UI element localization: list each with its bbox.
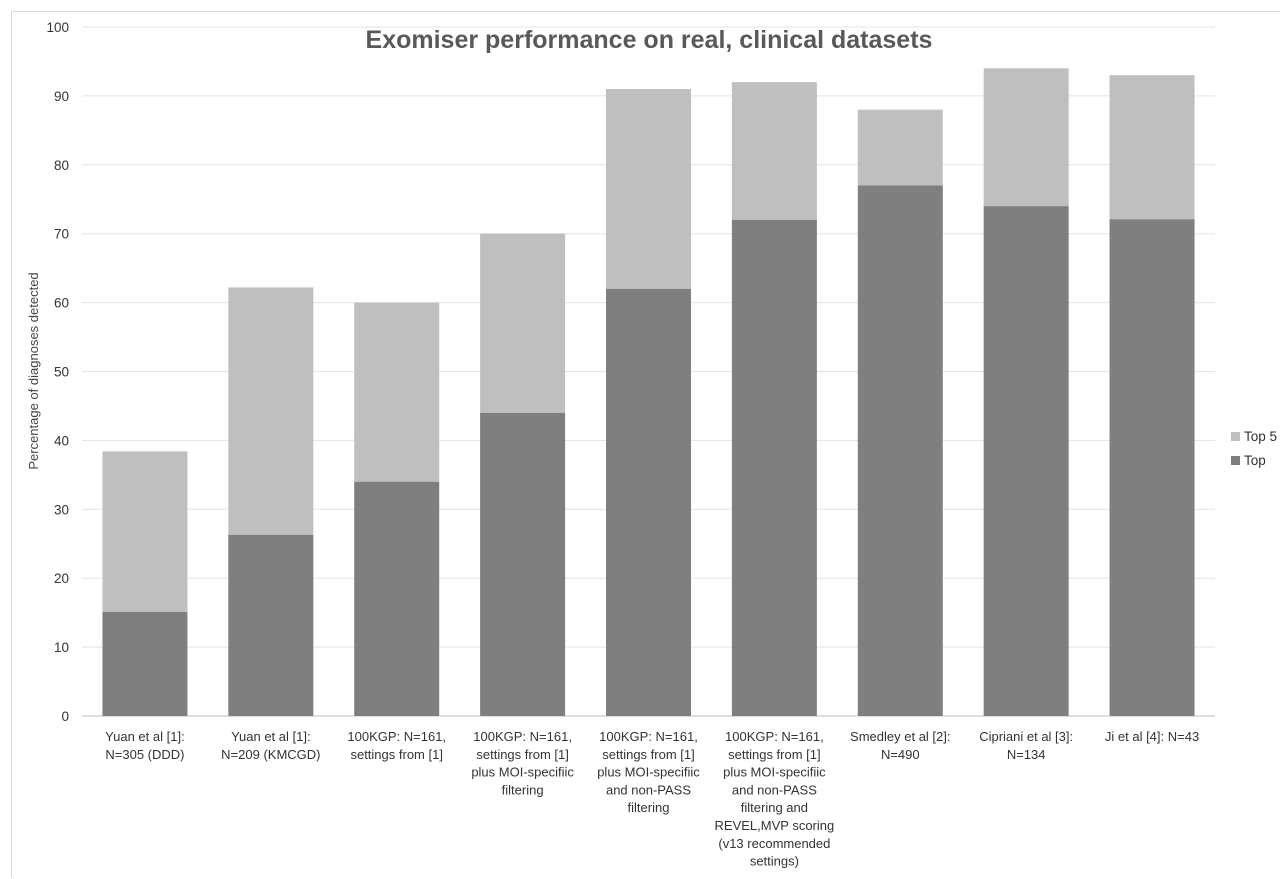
x-category-label: settings from [1] [350,747,442,762]
x-category-label: (v13 recommended [718,836,830,851]
bar-top-segment [102,611,188,716]
bar-top-segment [606,288,691,716]
bar-top-segment [480,412,566,716]
y-tick-label: 40 [54,433,69,448]
chart-title: Exomiser performance on real, clinical d… [366,26,933,54]
x-category-label: settings from [1] [728,747,820,762]
y-tick-label: 60 [54,296,69,311]
chart-frame [11,11,1280,878]
bar-top5-segment [228,287,314,535]
bar-top5-segment [102,451,188,612]
bar-top5-segment [731,82,817,220]
x-category-label: 100KGP: N=161, [473,729,572,744]
x-category-label: filtering [628,800,670,815]
x-category-label: plus MOI-specifiic [597,765,700,780]
y-tick-label: 90 [54,89,69,104]
x-category-label: settings) [750,854,799,869]
x-category-label: 100KGP: N=161, [347,729,446,744]
y-tick-label: 70 [54,227,69,242]
y-tick-label: 30 [54,502,69,517]
x-category-label: N=305 (DDD) [105,747,184,762]
bar-top5-segment [606,89,691,289]
bar-top5-segment [480,233,566,413]
bar-top-segment [983,206,1069,716]
x-category-label: settings from [1] [476,747,568,762]
x-category-label: Yuan et al [1]: [231,729,311,744]
y-tick-label: 100 [46,20,69,35]
x-category-label: N=134 [1007,747,1046,762]
x-category-label: plus MOI-specifiic [723,765,826,780]
x-category-label: 100KGP: N=161, [599,729,698,744]
bar-top5-segment [857,109,943,186]
y-tick-label: 80 [54,158,69,173]
bar-top-segment [731,219,817,717]
bar-top5-segment [354,302,440,482]
y-tick-label: 50 [54,365,69,380]
x-category-label: 100KGP: N=161, [725,729,824,744]
y-tick-label: 10 [54,640,69,655]
x-category-label: Cipriani et al [3]: [979,729,1073,744]
x-category-label: Ji et al [4]: N=43 [1105,729,1199,744]
x-category-label: Smedley et al [2]: [850,729,950,744]
legend-label: Top 5 [1244,429,1277,444]
x-category-label: N=209 (KMCGD) [221,747,320,762]
x-category-label: Yuan et al [1]: [105,729,185,744]
legend-label: Top [1244,453,1266,468]
x-category-label: filtering and [741,800,808,815]
x-category-label: filtering [502,782,544,797]
x-category-label: and non-PASS [606,782,691,797]
x-category-label: REVEL,MVP scoring [715,818,835,833]
x-category-label: N=490 [881,747,920,762]
bar-top5-segment [1109,75,1195,220]
bar-top5-segment [983,68,1069,207]
y-axis-label: Percentage of diagnoses detected [26,272,41,469]
bar-top-segment [228,534,314,716]
legend-swatch [1231,456,1240,465]
x-category-label: and non-PASS [732,782,817,797]
bar-top-segment [857,185,943,717]
x-category-label: settings from [1] [602,747,694,762]
x-category-label: plus MOI-specifiic [471,765,574,780]
y-tick-label: 0 [61,709,69,724]
legend-swatch [1231,432,1240,441]
y-tick-label: 20 [54,571,69,586]
bar-top-segment [354,481,440,716]
bar-top-segment [1109,219,1195,716]
